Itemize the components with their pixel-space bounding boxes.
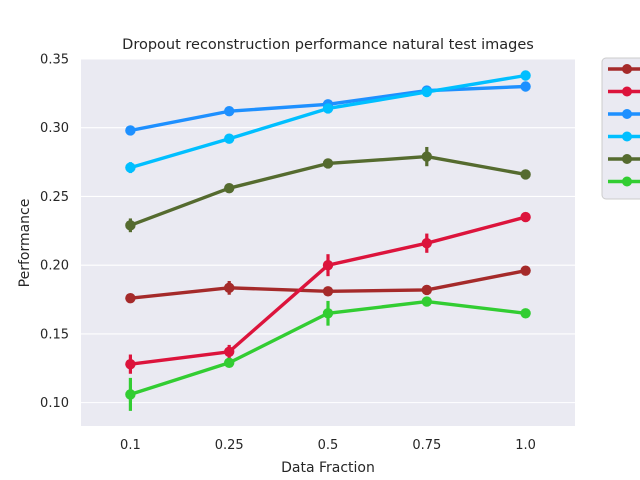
data-point: [520, 81, 531, 92]
x-axis-title: Data Fraction: [281, 460, 375, 476]
y-tick-label: 0.15: [40, 327, 69, 342]
data-point: [421, 296, 432, 307]
data-point: [224, 133, 235, 144]
y-tick-label: 0.10: [40, 396, 69, 411]
data-point: [224, 106, 235, 117]
data-point: [224, 346, 235, 357]
series-group: [125, 70, 531, 411]
x-tick-label: 0.1: [120, 438, 141, 453]
x-tick-labels: 0.1 0.25 0.5 0.75 1.0: [120, 438, 536, 453]
x-tick-label: 0.25: [215, 438, 244, 453]
data-point: [322, 103, 334, 114]
series-4: [125, 70, 531, 174]
legend-marker: [622, 131, 632, 142]
data-point: [520, 169, 531, 180]
y-axis-title: Performance: [17, 199, 33, 288]
y-tick-labels: 0.10 0.15 0.20 0.25 0.30 0.35: [40, 53, 69, 412]
data-point: [125, 125, 136, 136]
data-point: [421, 151, 432, 162]
data-point: [421, 237, 432, 249]
data-point: [322, 259, 334, 271]
data-point: [224, 282, 235, 294]
x-tick-label: 0.5: [318, 438, 339, 453]
data-point: [125, 292, 136, 304]
data-point: [520, 308, 531, 319]
series-2: [125, 211, 531, 374]
data-point: [421, 284, 432, 296]
legend-box: [601, 57, 640, 200]
x-tick-label: 1.0: [515, 438, 536, 453]
data-point: [322, 308, 334, 319]
data-point: [520, 211, 531, 223]
x-tick-label: 0.75: [412, 438, 441, 453]
data-point: [125, 358, 136, 370]
legend-marker: [622, 154, 632, 164]
data-point: [322, 286, 334, 297]
chart-title: Dropout reconstruction performance natur…: [122, 37, 534, 53]
data-point: [224, 357, 235, 368]
data-point: [520, 265, 531, 276]
series-6: [125, 296, 531, 411]
y-tick-label: 0.30: [40, 121, 69, 136]
legend-marker: [622, 86, 632, 97]
data-point: [520, 70, 531, 81]
legend-marker: [622, 64, 632, 74]
legend-marker: [622, 176, 632, 187]
legend: [601, 57, 640, 200]
data-point: [125, 220, 136, 231]
series-5: [125, 146, 531, 233]
y-tick-label: 0.25: [40, 190, 69, 205]
series-1: [125, 265, 531, 304]
y-tick-label: 0.35: [40, 53, 69, 68]
data-point: [421, 86, 432, 98]
data-point: [125, 162, 136, 173]
data-point: [322, 158, 334, 169]
data-point: [125, 389, 136, 400]
y-tick-label: 0.20: [40, 259, 69, 274]
data-point: [224, 183, 235, 194]
legend-marker: [622, 109, 632, 119]
plot-area: [81, 59, 575, 426]
